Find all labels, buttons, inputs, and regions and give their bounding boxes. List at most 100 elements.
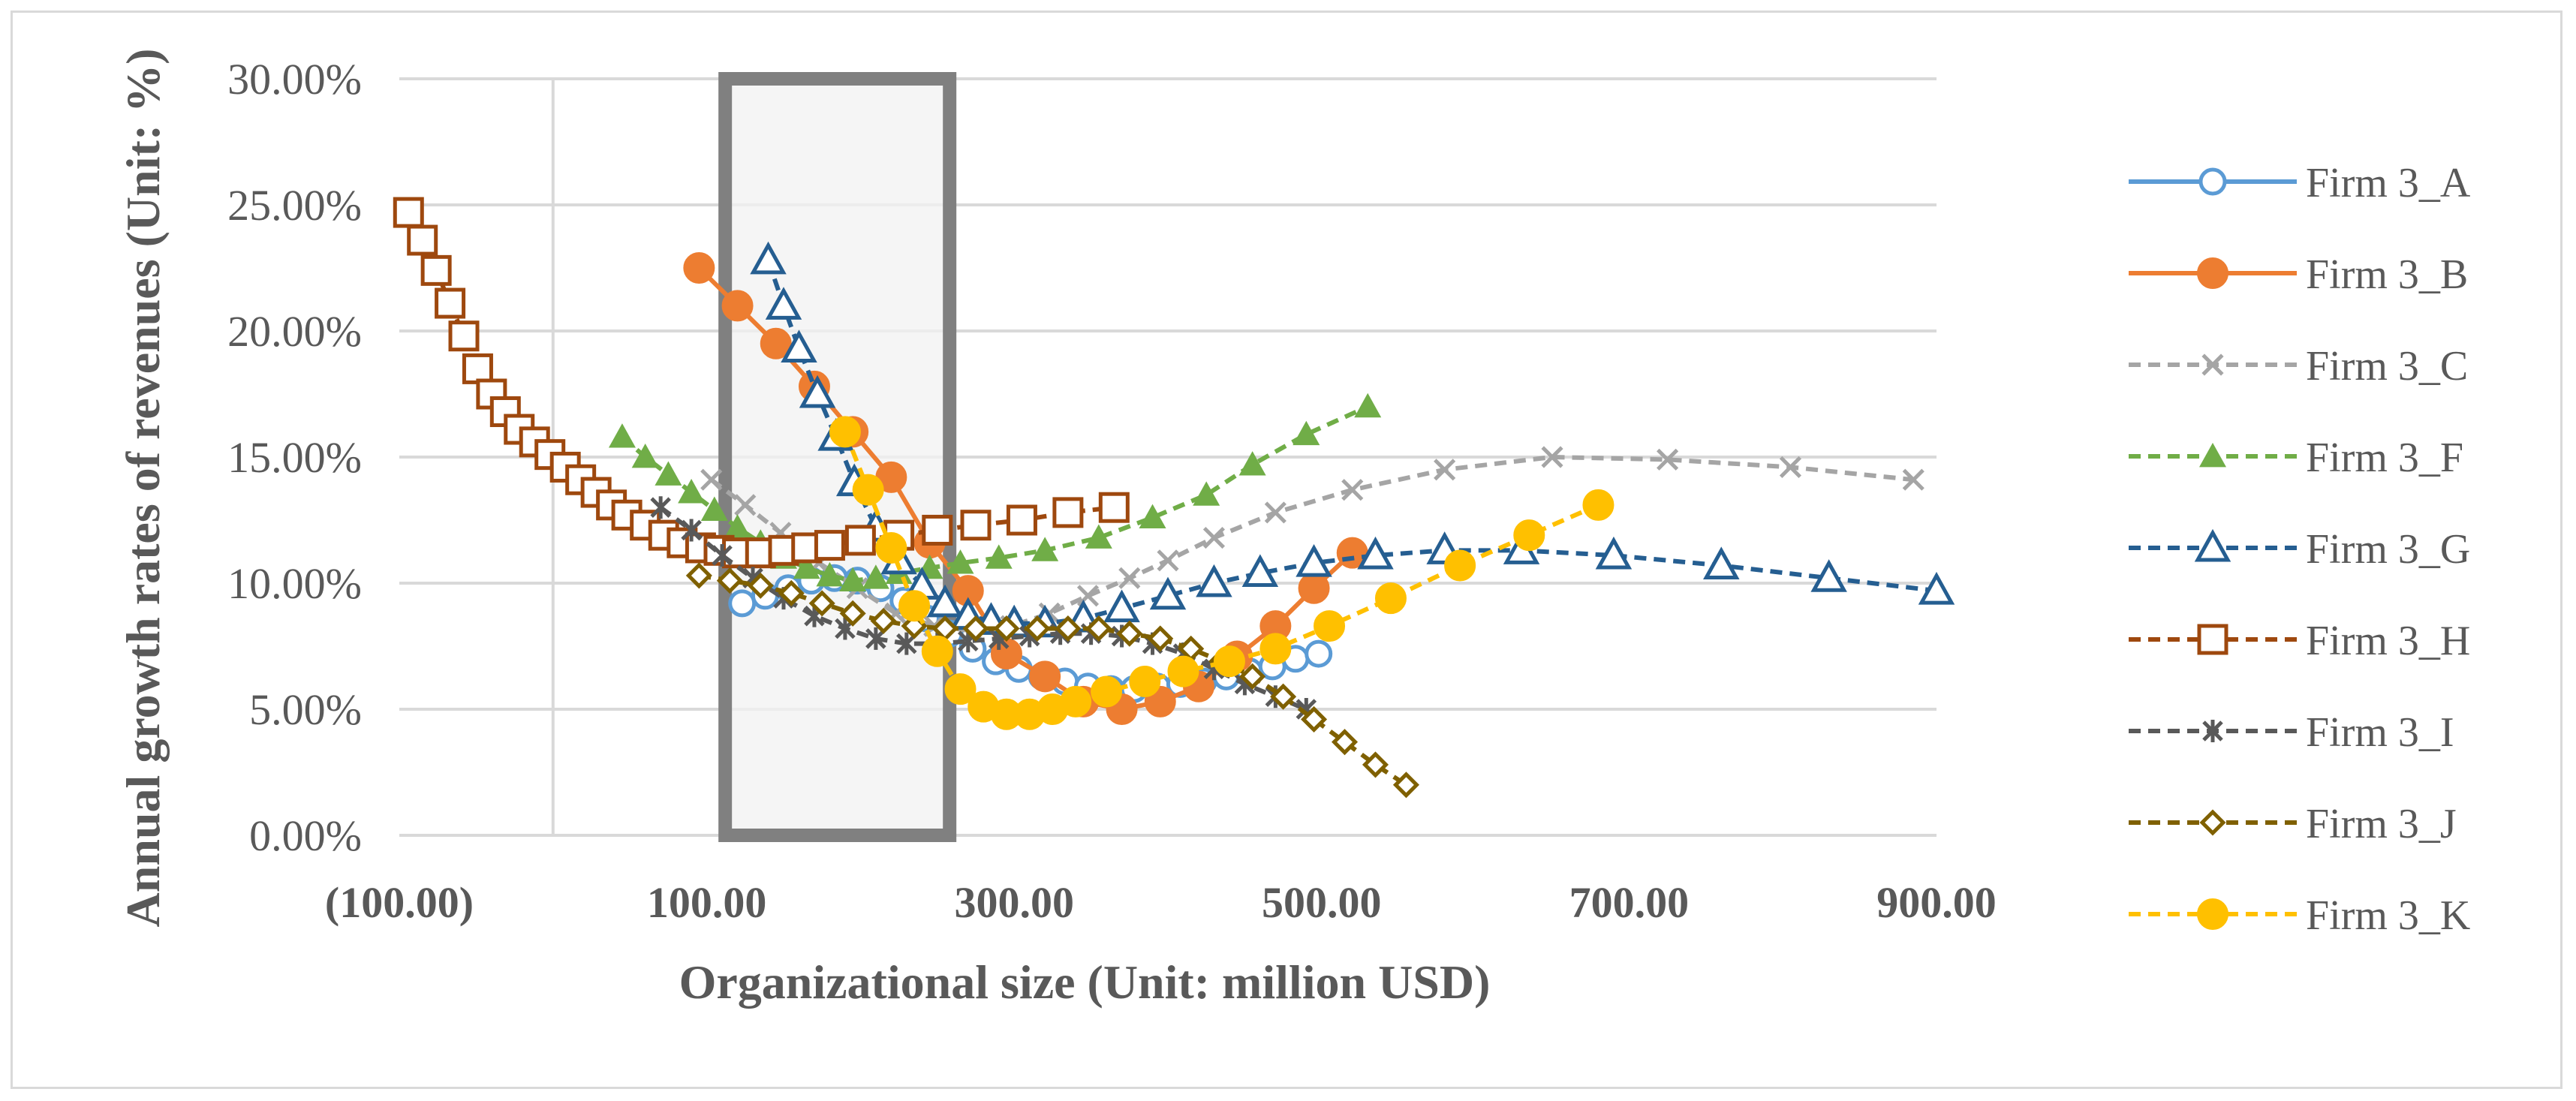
data-point-firm-3-c bbox=[1157, 549, 1179, 572]
data-point-firm-3-g bbox=[1149, 576, 1187, 610]
x-tick-label: 100.00 bbox=[647, 878, 767, 927]
highlight-box bbox=[718, 72, 957, 842]
legend-label-firm-3-c: Firm 3_C bbox=[2306, 343, 2468, 390]
data-point-firm-3-h bbox=[1006, 504, 1037, 536]
legend-item-firm-3-k: Firm 3_K bbox=[2129, 892, 2470, 939]
series-firm-3-k bbox=[829, 416, 1615, 730]
data-point-firm-3-b bbox=[683, 252, 715, 284]
data-point-firm-3-g bbox=[1703, 546, 1740, 579]
x-tick-label: (100.00) bbox=[325, 878, 474, 927]
data-point-firm-3-j bbox=[1239, 663, 1266, 690]
legend-marker-firm-3-k bbox=[2197, 898, 2228, 930]
data-point-firm-3-c bbox=[700, 468, 723, 491]
data-point-firm-3-g bbox=[781, 329, 817, 363]
data-point-firm-3-k bbox=[875, 531, 907, 564]
data-point-firm-3-j bbox=[1331, 729, 1359, 756]
data-point-firm-3-f bbox=[1031, 537, 1059, 561]
y-tick-label: 25.00% bbox=[227, 181, 362, 230]
data-point-firm-3-k bbox=[921, 635, 953, 667]
series-line-firm-3-i bbox=[659, 505, 1308, 711]
data-point-firm-3-f bbox=[1085, 524, 1112, 549]
data-point-firm-3-g bbox=[1296, 543, 1332, 577]
y-tick-label: 15.00% bbox=[227, 433, 362, 482]
legend-label-firm-3-i: Firm 3_I bbox=[2306, 709, 2454, 756]
data-point-firm-3-k bbox=[1314, 610, 1346, 642]
y-tick-label: 30.00% bbox=[227, 55, 362, 104]
legend-item-firm-3-c: Firm 3_C bbox=[2129, 343, 2468, 390]
x-tick-label: 900.00 bbox=[1876, 878, 1997, 927]
data-point-firm-3-c bbox=[1264, 501, 1286, 524]
data-point-firm-3-j bbox=[685, 562, 712, 589]
data-point-firm-3-b bbox=[760, 327, 792, 359]
gridlines bbox=[399, 77, 1937, 837]
data-point-firm-3-k bbox=[829, 416, 861, 448]
data-point-firm-3-k bbox=[898, 590, 931, 622]
data-point-firm-3-c bbox=[1902, 468, 1924, 491]
data-point-firm-3-k bbox=[1167, 655, 1199, 687]
data-point-firm-3-h bbox=[960, 510, 992, 541]
data-point-firm-3-b bbox=[721, 290, 754, 322]
legend-label-firm-3-f: Firm 3_F bbox=[2306, 435, 2463, 481]
data-point-firm-3-j bbox=[716, 567, 743, 594]
data-point-firm-3-k bbox=[1060, 685, 1092, 717]
data-point-firm-3-c bbox=[1541, 446, 1563, 468]
data-point-firm-3-j bbox=[778, 579, 805, 606]
legend-label-firm-3-b: Firm 3_B bbox=[2306, 251, 2468, 298]
x-tick-label: 300.00 bbox=[954, 878, 1074, 927]
data-point-firm-3-f bbox=[655, 461, 682, 486]
data-point-firm-3-j bbox=[962, 615, 989, 642]
data-point-firm-3-g bbox=[1918, 571, 1955, 605]
data-point-firm-3-c bbox=[734, 494, 757, 516]
data-point-firm-3-j bbox=[1055, 615, 1082, 642]
data-point-firm-3-g bbox=[765, 287, 802, 320]
data-point-firm-3-j bbox=[870, 607, 897, 634]
data-point-firm-3-h bbox=[407, 224, 438, 256]
data-point-firm-3-k bbox=[1259, 633, 1292, 665]
data-point-firm-3-f bbox=[862, 564, 889, 589]
data-point-firm-3-f bbox=[1293, 420, 1320, 446]
legend-marker-firm-3-i bbox=[2202, 720, 2223, 742]
data-point-firm-3-g bbox=[1595, 536, 1633, 570]
y-axis-title: Annual growth rates of revenues (Unit: %… bbox=[116, 49, 170, 928]
data-point-firm-3-j bbox=[1147, 625, 1174, 652]
legend-marker-firm-3-g bbox=[2194, 528, 2231, 562]
data-point-firm-3-f bbox=[793, 554, 820, 579]
data-point-firm-3-f bbox=[985, 544, 1013, 569]
data-point-firm-3-c bbox=[1202, 526, 1226, 549]
data-point-firm-3-f bbox=[1238, 451, 1266, 476]
data-point-firm-3-i bbox=[712, 544, 733, 567]
legend-marker-firm-3-b bbox=[2197, 257, 2228, 289]
data-point-firm-3-g bbox=[799, 375, 836, 408]
series-layer bbox=[393, 197, 1955, 799]
data-point-firm-3-c bbox=[1341, 479, 1364, 501]
data-point-firm-3-j bbox=[993, 615, 1020, 642]
y-tick-label: 5.00% bbox=[249, 685, 362, 734]
legend-item-firm-3-g: Firm 3_G bbox=[2129, 526, 2470, 573]
legend-marker-firm-3-h bbox=[2197, 624, 2228, 655]
data-point-firm-3-f bbox=[1354, 393, 1382, 418]
legend-item-firm-3-h: Firm 3_H bbox=[2129, 618, 2470, 664]
data-point-firm-3-c bbox=[1779, 456, 1802, 479]
data-point-firm-3-c bbox=[1657, 448, 1679, 471]
data-point-firm-3-g bbox=[1241, 554, 1279, 588]
data-point-firm-3-j bbox=[1301, 705, 1328, 732]
data-point-firm-3-h bbox=[844, 525, 876, 556]
data-point-firm-3-h bbox=[435, 287, 466, 319]
data-point-firm-3-j bbox=[1270, 683, 1297, 710]
series-firm-3-j bbox=[685, 562, 1419, 799]
data-point-firm-3-j bbox=[1024, 615, 1051, 642]
axes: 0.00% 5.00% 10.00% 15.00% 20.00% 25.00% 30.00%… bbox=[227, 55, 1997, 927]
data-point-firm-3-f bbox=[631, 444, 659, 468]
data-point-firm-3-h bbox=[922, 514, 953, 546]
data-point-firm-3-i bbox=[650, 496, 671, 519]
highlight-box-layer bbox=[718, 72, 957, 842]
legend-label-firm-3-g: Firm 3_G bbox=[2306, 526, 2470, 573]
data-point-firm-3-c bbox=[1434, 459, 1456, 481]
data-point-firm-3-f bbox=[1193, 481, 1220, 506]
data-point-firm-3-k bbox=[1582, 489, 1615, 521]
x-tick-label: 700.00 bbox=[1569, 878, 1690, 927]
data-point-firm-3-j bbox=[1085, 615, 1112, 642]
data-point-firm-3-k bbox=[944, 673, 977, 705]
legend-marker-firm-3-f bbox=[2199, 443, 2226, 468]
data-point-firm-3-b bbox=[1298, 572, 1330, 604]
